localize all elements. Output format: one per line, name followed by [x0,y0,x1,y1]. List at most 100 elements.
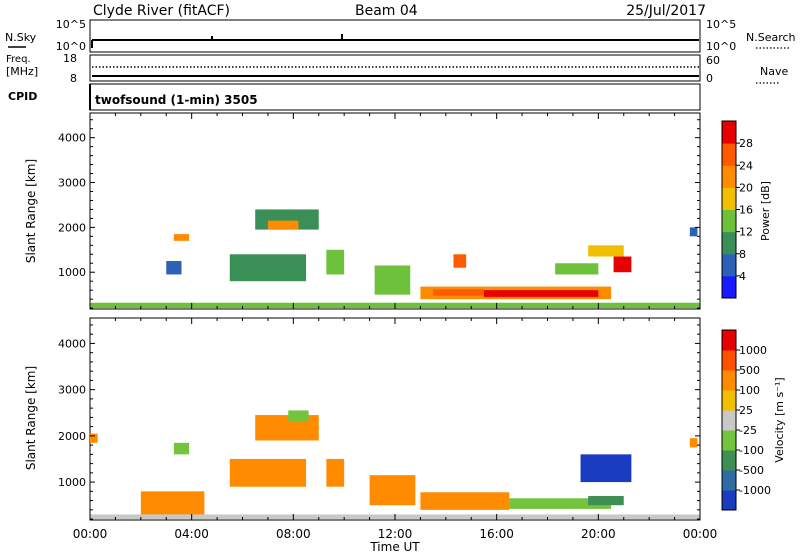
velocity-colorbar-tick-label: 1000 [739,344,767,357]
velocity-echo-patch [588,495,624,506]
power-colorbar-swatch [722,121,736,144]
power-echo-patch [326,249,345,275]
velocity-xaxis [89,318,701,520]
velocity-colorbar-tick-label: 25 [739,404,753,417]
velocity-echo-patch [369,475,416,506]
nsearch-tick-low: 10^0 [706,40,736,53]
velocity-colorbar-ticks: 1000 500 100 25 -25 -100 -500 -1000 [736,344,771,497]
time-tick-label: 16:00 [479,527,514,541]
power-xaxis [89,113,701,309]
freq-unit: [MHz] [6,65,38,78]
velocity-echo-patch [509,498,612,509]
power-echo-patch [555,263,599,275]
power-echo-patch [229,254,307,282]
power-colorbar-swatch [722,231,736,255]
velocity-colorbar-tick-label: 100 [739,384,760,397]
freq-tick-high: 18 [63,52,77,65]
power-data-layer [90,209,700,309]
time-tick-labels: 00:00 04:00 08:00 12:00 16:00 20:00 00:00 [73,527,718,541]
velocity-echo-patch [140,491,205,515]
power-colorbar-swatch [722,253,736,277]
power-ytick-label: 1000 [58,266,86,279]
power-echo-patch [433,289,484,296]
velocity-echo-patch [255,415,319,441]
power-echo-patch [483,290,599,297]
power-colorbar-swatch [722,275,736,299]
time-tick-label: 04:00 [174,527,209,541]
power-echo-patch [613,256,632,273]
velocity-colorbar-swatch [722,330,736,351]
velocity-echo-patch [689,438,698,448]
velocity-colorbar-swatch [722,470,736,491]
freq-tick-low: 8 [70,72,77,85]
nsky-panel: N.Sky 10^5 10^0 10^5 10^0 N.Search [5,18,796,53]
time-tick-label: 08:00 [276,527,311,541]
beam-title: Beam 04 [355,3,418,19]
nave-label: Nave [760,65,788,78]
velocity-echo-patch [288,410,309,423]
power-ylabel: Slant Range [km] [24,159,38,263]
power-colorbar-label: Power [dB] [759,181,772,241]
power-colorbar-swatch [722,187,736,210]
time-tick-label: 20:00 [581,527,616,541]
nsearch-tick-high: 10^5 [706,18,736,31]
velocity-colorbar-swatch [722,390,736,411]
nsky-trace [91,34,699,48]
nave-tick-high: 60 [706,54,720,67]
velocity-ytick-label: 1000 [58,476,86,489]
time-tick-label: 00:00 [683,527,718,541]
nsky-tick-high: 10^5 [56,18,86,31]
power-colorbar-tick-label: 12 [739,226,753,239]
velocity-ytick-label: 2000 [58,430,86,443]
velocity-colorbar-swatch [722,370,736,391]
power-colorbar-swatch [722,165,736,188]
nave-tick-low: 0 [706,72,713,85]
cpid-text: twofsound (1-min) 3505 [95,93,258,107]
cpid-panel: CPID twofsound (1-min) 3505 [8,83,701,111]
power-ytick-label: 3000 [58,177,86,190]
nsky-label: N.Sky [5,31,37,44]
power-colorbar-tick-label: 16 [739,204,753,217]
power-panel: Slant Range [km] 1000 2000 3000 4000 [24,112,701,310]
velocity-colorbar-label: Velocity [m s⁻¹] [773,377,786,462]
velocity-echo-patch [229,458,307,487]
velocity-colorbar-swatch [722,350,736,371]
station-title: Clyde River (fitACF) [93,3,230,19]
power-colorbar: 4 8 12 16 20 24 28 Power [dB] [721,120,772,299]
velocity-colorbar-swatch [722,430,736,451]
velocity-colorbar-swatch [722,450,736,471]
power-colorbar-ticks: 4 8 12 16 20 24 28 [736,137,753,283]
nsky-tick-low: 10^0 [56,40,86,53]
cpid-label: CPID [8,90,37,103]
velocity-data-layer [90,410,700,520]
power-ytick-label: 2000 [58,221,86,234]
nsearch-label: N.Search [746,31,796,44]
velocity-colorbar-tick-label: -100 [739,444,764,457]
freq-panel: Freq. [MHz] 18 8 60 0 Nave [6,52,788,85]
power-echo-patch [267,220,299,230]
freq-label: Freq. [6,54,31,65]
time-tick-label: 12:00 [378,527,413,541]
power-yaxis: 1000 2000 3000 4000 [58,119,700,309]
power-echo-patch [166,261,182,275]
power-echo-patch [453,254,467,268]
power-colorbar-tick-label: 4 [739,270,746,283]
power-colorbar-swatch [722,143,736,166]
power-colorbar-tick-label: 8 [739,248,746,261]
velocity-echo-patch [90,433,98,443]
date-title: 25/Jul/2017 [626,3,706,19]
velocity-ylabel: Slant Range [km] [24,366,38,470]
velocity-colorbar-tick-label: -500 [739,464,764,477]
time-tick-label: 00:00 [73,527,108,541]
xaxis-label: Time UT [369,540,420,554]
power-echo-patch [173,234,190,241]
velocity-colorbar-swatch [722,410,736,431]
velocity-echo-patch [420,492,510,510]
velocity-echo-patch [173,442,190,455]
velocity-echo-patch [326,458,345,487]
power-colorbar-tick-label: 24 [739,159,753,172]
power-colorbar-swatches [722,121,736,299]
velocity-colorbar-tick-label: -1000 [739,484,771,497]
velocity-echo-patch [580,454,632,483]
